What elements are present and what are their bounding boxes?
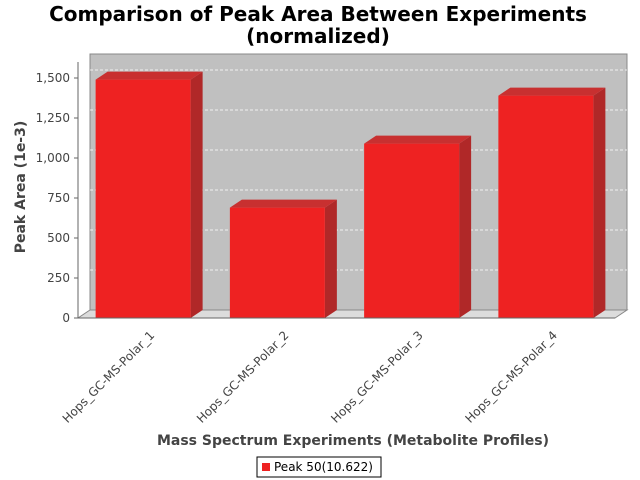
y-axis: 0 250 500 750 1,000 1,250 1,500 <box>36 62 79 325</box>
y-tick-label: 750 <box>47 191 70 205</box>
y-axis-label: Peak Area (1e-3) <box>13 121 29 254</box>
bar-top <box>364 135 472 144</box>
bar-front <box>95 79 191 318</box>
x-axis-label: Mass Spectrum Experiments (Metabolite Pr… <box>157 433 549 449</box>
legend-label: Peak 50(10.622) <box>274 460 373 474</box>
bar <box>498 87 606 318</box>
chart-title-line-1: Comparison of Peak Area Between Experime… <box>49 2 587 26</box>
y-tick-label: 1,250 <box>36 111 70 125</box>
bar-front <box>364 143 460 318</box>
bar <box>364 135 472 318</box>
bar-top <box>95 71 203 80</box>
y-tick-label: 0 <box>62 311 70 325</box>
x-tick-label: Hops_GC-MS-Polar_4 <box>462 328 560 426</box>
bar <box>95 71 203 318</box>
y-tick-label: 250 <box>47 271 70 285</box>
bar-front <box>229 207 325 318</box>
x-axis: Hops_GC-MS-Polar_1 Hops_GC-MS-Polar_2 Hops… <box>60 317 615 426</box>
y-tick-label: 1,500 <box>36 71 70 85</box>
y-tick-label: 500 <box>47 231 70 245</box>
bar <box>229 199 337 318</box>
bar-top <box>498 87 606 96</box>
x-tick-label: Hops_GC-MS-Polar_1 <box>60 328 158 426</box>
x-tick-label: Hops_GC-MS-Polar_2 <box>194 328 292 426</box>
bar-side <box>190 71 203 318</box>
bar-top <box>229 199 337 208</box>
legend-box <box>256 456 382 478</box>
x-tick-label: Hops_GC-MS-Polar_3 <box>328 328 426 426</box>
bar-side <box>324 199 337 318</box>
legend-swatch <box>262 463 270 471</box>
bars <box>95 71 606 318</box>
legend: Peak 50(10.622) <box>256 456 382 478</box>
bar-side <box>459 135 472 318</box>
y-tick-label: 1,000 <box>36 151 70 165</box>
chart-title-line-2: (normalized) <box>246 24 390 48</box>
bar-front <box>498 95 594 318</box>
bar-side <box>593 87 606 318</box>
